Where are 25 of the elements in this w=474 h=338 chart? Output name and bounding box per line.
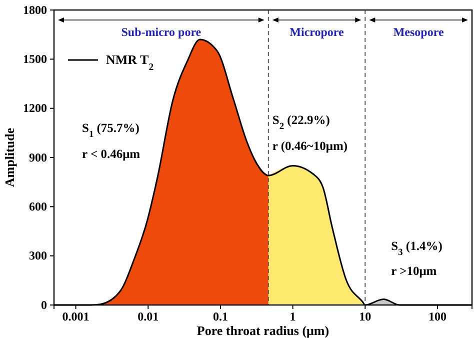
annotation: r >10μm: [391, 264, 438, 278]
y-tick-label: 300: [29, 248, 47, 263]
x-tick-label: 100: [428, 310, 446, 324]
annotation: Mesopore: [393, 25, 444, 39]
y-tick-label: 0: [41, 298, 47, 312]
x-tick-label: 0.1: [212, 310, 228, 324]
annotation: S$_{1}$ (75.7%): [82, 121, 140, 140]
annotation: S$_{3}$ (1.4%): [391, 239, 442, 258]
y-tick-label: 1200: [23, 101, 47, 116]
x-tick-label: 1: [290, 310, 296, 324]
x-tick-label: 0.001: [62, 310, 90, 324]
x-axis-title: Pore throat radius (μm): [196, 323, 330, 338]
x-tick-label: 0.01: [138, 310, 159, 324]
annotation: Micropore: [290, 25, 345, 39]
y-axis-title: Amplitude: [2, 128, 17, 188]
y-tick-label: 600: [29, 200, 47, 214]
annotation: Sub-micro pore: [121, 25, 202, 39]
y-tick-label: 1800: [23, 2, 47, 17]
annotation: S$_{2}$ (22.9%): [272, 113, 330, 132]
legend-label: NMR T$_{2}$: [106, 52, 154, 72]
x-tick-label: 10: [359, 310, 372, 324]
annotation: r < 0.46μm: [82, 147, 141, 161]
y-tick-label: 900: [29, 150, 47, 164]
annotation: r (0.46~10μm): [272, 139, 348, 153]
y-tick-label: 1500: [23, 52, 47, 66]
